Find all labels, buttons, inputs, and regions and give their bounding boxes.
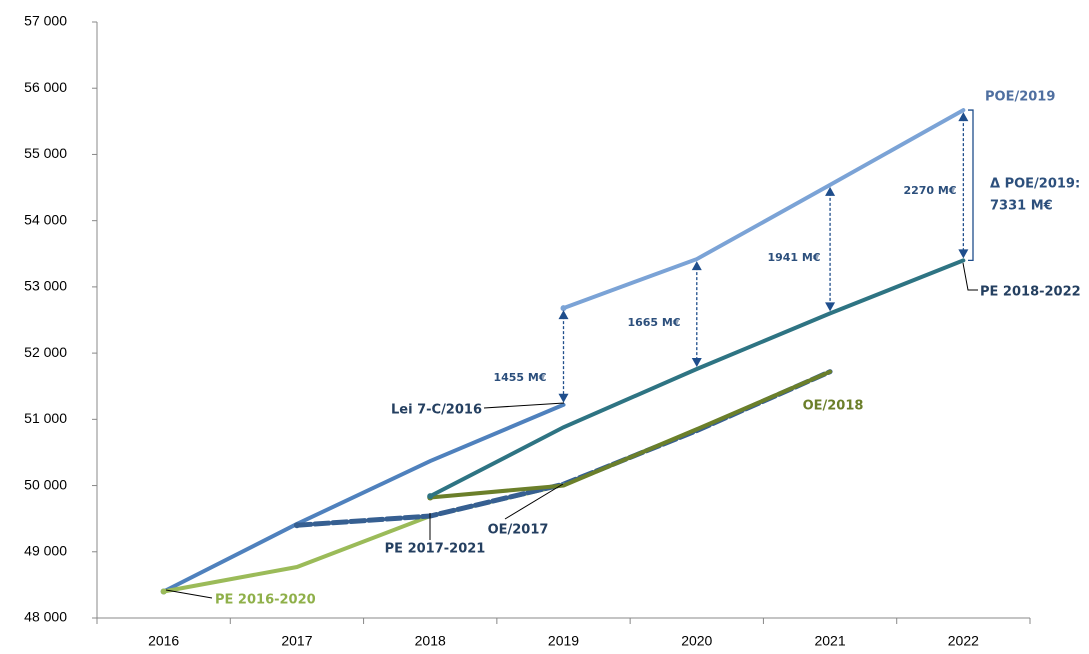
y-tick-label: 57 000 [24,13,67,29]
series-label: PE 2018-2022 [980,285,1081,300]
series-line [161,427,699,594]
y-tick-label: 49 000 [24,542,67,558]
annotation: 1455 M€ [493,371,546,384]
series-label: Lei 7-C/2016 [391,403,482,418]
series-line [161,402,566,594]
point [560,305,567,312]
series-line [428,258,966,499]
leader-line [483,402,565,409]
y-tick-label: 48 000 [24,609,67,625]
annotation: 1941 M€ [767,251,820,264]
series-label: PE 2016-2020 [215,593,316,608]
y-tick-label: 54 000 [24,211,67,227]
x-tick-label: 2021 [814,633,845,649]
x-tick-label: 2017 [281,633,312,649]
arrow-head [958,249,969,259]
arrow-head [558,393,569,403]
x-tick-label: 2016 [148,633,179,649]
point [427,493,434,500]
y-tick-label: 52 000 [24,344,67,360]
series-line [561,108,966,311]
arrow-head [691,358,702,368]
series-label: POE/2019 [985,90,1055,105]
bracket [968,109,974,262]
arrow-head [691,261,702,271]
y-tick-label: 53 000 [24,278,67,294]
point [160,588,167,595]
leader-line [504,483,564,520]
annotation: 7331 M€ [990,199,1053,214]
annotation: 1665 M€ [627,316,680,329]
series-label: OE/2017 [488,523,549,538]
series-line [428,369,833,500]
arrow-head [825,302,836,312]
arrow-head [825,186,836,196]
annotation: Δ POE/2019: [990,177,1080,192]
y-tick-label: 51 000 [24,410,67,426]
leader-line [962,262,978,291]
y-tick-label: 55 000 [24,145,67,161]
series-label: PE 2017-2021 [385,542,486,557]
x-tick-label: 2019 [548,633,579,649]
x-tick-label: 2018 [415,633,446,649]
arrow-head [958,112,969,122]
arrow-head [558,310,569,320]
x-tick-label: 2022 [948,633,979,649]
point [293,522,300,529]
leader-line [165,589,213,599]
x-tick-label: 2020 [681,633,712,649]
y-tick-label: 56 000 [24,79,67,95]
y-tick-label: 50 000 [24,476,67,492]
series-label: OE/2018 [803,399,864,414]
annotation: 2270 M€ [903,184,956,197]
